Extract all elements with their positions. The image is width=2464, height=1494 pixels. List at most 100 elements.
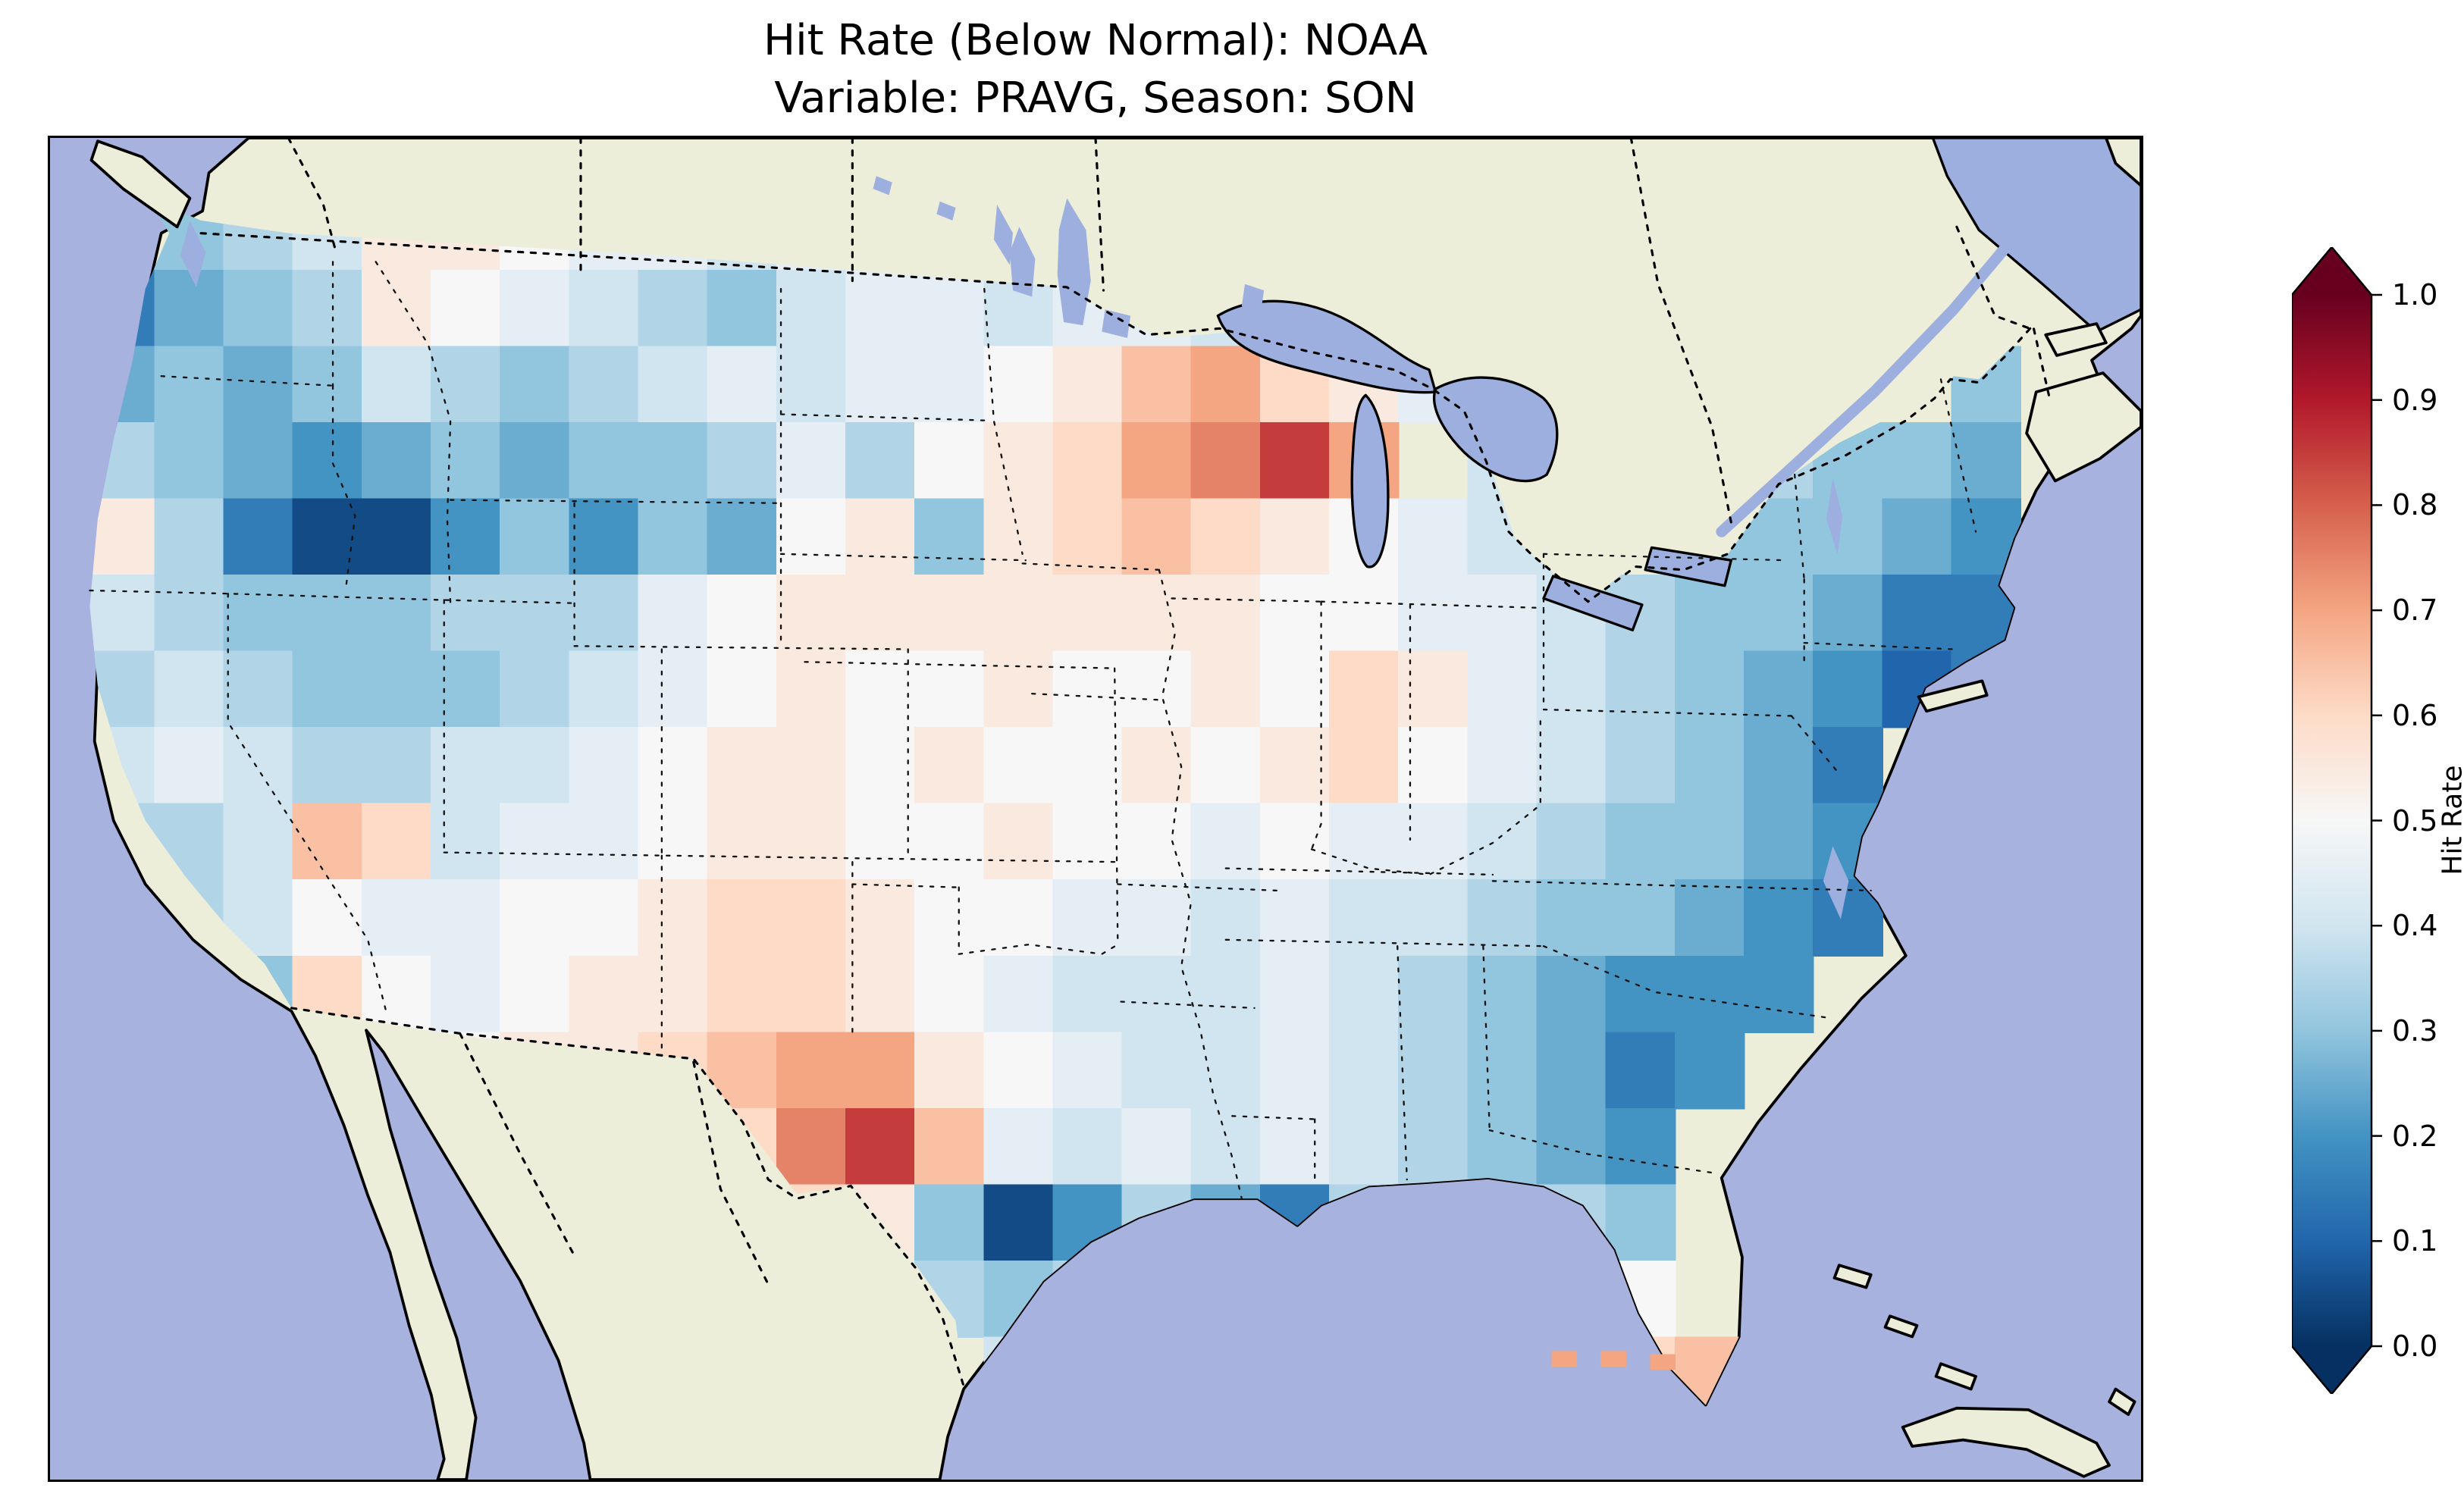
heatmap-cell	[845, 879, 916, 957]
heatmap-cell	[1744, 575, 1814, 653]
heatmap-cell	[1605, 1032, 1676, 1110]
heatmap-cell	[983, 1032, 1054, 1110]
state-borders	[89, 261, 1977, 1200]
heatmap-cell	[223, 575, 294, 653]
heatmap-cell	[1121, 803, 1193, 881]
heatmap-cell	[845, 575, 916, 653]
heatmap-cell	[845, 1032, 916, 1110]
heatmap-cell	[1398, 575, 1469, 653]
heatmap-cell	[638, 955, 709, 1033]
heatmap-cell	[1605, 879, 1676, 957]
florida-keys-cells	[1551, 1351, 1676, 1370]
heatmap-cell	[845, 421, 916, 500]
colorbar-gradient	[2292, 295, 2372, 1346]
heatmap-cell	[776, 1032, 847, 1110]
heatmap-cell	[569, 269, 639, 347]
heatmap-cell	[1121, 650, 1193, 728]
heatmap-cell	[1536, 803, 1607, 881]
colorbar-tick-label: 0.7	[2392, 594, 2438, 628]
heatmap-cell	[1259, 803, 1331, 881]
heatmap-cell	[154, 498, 224, 576]
heatmap-cell	[500, 269, 570, 347]
colorbar-extend-over	[2292, 247, 2372, 295]
map-canvas	[50, 138, 2141, 1480]
heatmap-cell	[569, 421, 639, 500]
heatmap-cell	[1259, 879, 1331, 957]
heatmap-cell	[914, 269, 985, 347]
heatmap-cell	[1052, 955, 1124, 1033]
heatmap-cell	[914, 346, 985, 424]
heatmap-cell	[707, 650, 778, 728]
heatmap-cell	[983, 879, 1054, 957]
heatmap-cell	[1536, 955, 1607, 1033]
colorbar-tick-label: 0.1	[2392, 1224, 2438, 1258]
heatmap-cell	[1052, 346, 1124, 424]
heatmap-cell	[430, 803, 501, 881]
heatmap-cell	[292, 269, 363, 347]
colorbar-tick-label: 0.8	[2392, 488, 2438, 522]
heatmap-cell	[1744, 650, 1814, 728]
gulf-of-st-lawrence	[1931, 138, 2141, 334]
heatmap-cell	[776, 269, 847, 347]
heatmap-cell	[1467, 727, 1538, 805]
colorbar-tick-label: 0.0	[2392, 1330, 2438, 1363]
heatmap-cell	[707, 879, 778, 957]
heatmap-cell	[983, 498, 1054, 576]
heatmap-cell	[1467, 1032, 1538, 1110]
heatmap-cell	[1190, 650, 1262, 728]
heatmap-cell	[1467, 575, 1538, 653]
heatmap-cell	[1329, 727, 1400, 805]
heatmap-cell	[638, 421, 709, 500]
heatmap-cell	[1674, 650, 1745, 728]
island-bahamas	[1832, 1264, 1873, 1289]
heatmap-cell	[776, 346, 847, 424]
heatmap-cell	[1951, 421, 2022, 500]
heatmap-cell	[1121, 1032, 1193, 1110]
heatmap-cell	[983, 955, 1054, 1033]
heatmap-cell	[1398, 803, 1469, 881]
country-borders	[199, 138, 2051, 1387]
heatmap-cell	[983, 1107, 1054, 1185]
heatmap-cell	[1744, 955, 1814, 1033]
heatmap-cell	[361, 879, 432, 957]
st-lawrence-river	[1716, 177, 2055, 537]
heatmap-cell	[89, 575, 155, 653]
heatmap-cell	[914, 1107, 985, 1185]
heatmap-cell	[1121, 498, 1193, 576]
colorbar-tick-label: 0.4	[2392, 909, 2438, 943]
heatmap-cell	[1121, 346, 1193, 424]
heatmap-cell	[1121, 955, 1193, 1033]
heatmap-cell	[430, 346, 501, 424]
colorbar-ticks	[2372, 293, 2382, 1348]
heatmap-cell	[1674, 1032, 1745, 1110]
heatmap-cell	[707, 346, 778, 424]
heatmap-cell	[1052, 1107, 1124, 1185]
heatmap-cell	[1467, 1107, 1538, 1185]
heatmap-cell	[500, 955, 570, 1033]
heatmap-cell	[1536, 1032, 1607, 1110]
small-lake	[873, 176, 892, 196]
heatmap-cell	[500, 346, 570, 424]
map	[48, 136, 2143, 1482]
heatmap-cell	[1121, 879, 1193, 957]
heatmap-cell	[776, 955, 847, 1033]
heatmap-cell	[569, 650, 639, 728]
lake-erie	[1542, 575, 1644, 632]
island-bahamas	[1883, 1314, 1919, 1339]
heatmap-cell	[1605, 803, 1676, 881]
heatmap-cell	[1605, 650, 1676, 728]
heatmap-cell	[1121, 1107, 1193, 1185]
heatmap-cell	[1190, 879, 1262, 957]
heatmap-cell	[1536, 727, 1607, 805]
heatmap-cell	[1052, 650, 1124, 728]
colorbar-extend-under	[2292, 1346, 2372, 1394]
heatmap-cell	[1398, 498, 1469, 576]
heatmap-cell	[1329, 803, 1400, 881]
heatmap-cell	[983, 575, 1054, 653]
heatmap-cell	[1674, 955, 1745, 1033]
heatmap-cell	[223, 727, 294, 805]
heatmap-cell	[430, 269, 501, 347]
heatmap-cell	[1605, 1184, 1676, 1262]
lake-winnipeg	[1057, 198, 1091, 326]
